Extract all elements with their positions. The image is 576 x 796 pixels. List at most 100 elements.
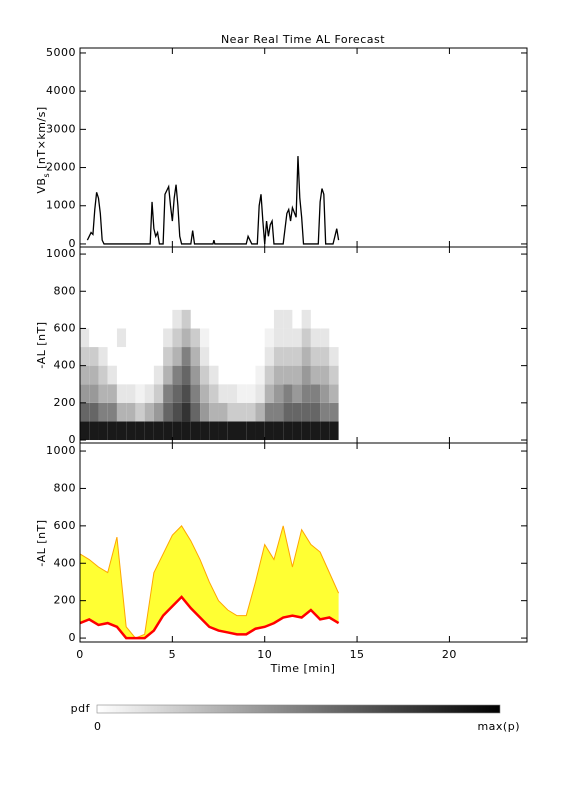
- pdf-cell: [310, 309, 321, 329]
- data-line: [86, 156, 340, 245]
- pdf-cell: [135, 421, 145, 441]
- pdf-cell: [98, 328, 108, 348]
- pdf-cell: [181, 309, 191, 329]
- pdf-cell: [153, 384, 164, 403]
- pdf-cell: [107, 384, 117, 403]
- pdf-cell: [200, 402, 210, 422]
- pdf-cell: [320, 384, 330, 403]
- pdf-cell: [116, 347, 127, 366]
- pdf-cell: [153, 347, 164, 366]
- pdf-cell: [126, 309, 136, 329]
- panel-frame: [79, 47, 528, 248]
- ensemble-max-line: [80, 525, 340, 639]
- pdf-cell: [301, 384, 311, 403]
- chart-title: Near Real Time AL Forecast: [221, 33, 385, 46]
- pdf-cell: [218, 309, 228, 329]
- pdf-cell: [264, 384, 274, 403]
- y-tick-label: 4000: [46, 84, 76, 97]
- pdf-cell: [126, 402, 136, 422]
- pdf-cell: [163, 402, 173, 422]
- pdf-cell: [190, 328, 201, 348]
- pdf-cell: [80, 328, 90, 348]
- pdf-cell: [301, 328, 311, 348]
- pdf-cell: [310, 421, 321, 441]
- pdf-cell: [209, 309, 219, 329]
- pdf-cell: [264, 365, 274, 385]
- pdf-cell: [163, 328, 173, 348]
- pdf-cell: [237, 402, 247, 422]
- pdf-cell: [89, 421, 99, 441]
- pdf-cell: [98, 309, 108, 329]
- pdf-cell: [144, 365, 154, 385]
- pdf-cell: [255, 384, 265, 403]
- pdf-cell: [153, 328, 164, 348]
- pdf-cell: [301, 365, 311, 385]
- pdf-cell: [144, 347, 154, 366]
- pdf-cell: [227, 328, 238, 348]
- ensemble-band: [80, 525, 339, 639]
- y-tick-label: 200: [54, 594, 77, 607]
- plot-area: [80, 525, 340, 640]
- pdf-cell: [80, 421, 90, 441]
- pdf-cell: [283, 365, 293, 385]
- plot-area: [86, 156, 340, 245]
- pdf-cell: [172, 384, 182, 403]
- pdf-cell: [310, 384, 321, 403]
- pdf-cell: [320, 328, 330, 348]
- y-axis-label: -AL [nT]: [35, 519, 48, 566]
- pdf-cell: [237, 347, 247, 366]
- pdf-cell: [163, 347, 173, 366]
- pdf-cell: [144, 328, 154, 348]
- panel-frame: [79, 442, 528, 643]
- pdf-cell: [126, 384, 136, 403]
- pdf-cell: [283, 309, 293, 329]
- pdf-cell: [246, 347, 256, 366]
- y-tick-label: 1000: [46, 444, 76, 457]
- pdf-cell: [227, 384, 238, 403]
- pdf-cell: [89, 384, 99, 403]
- pdf-cell: [329, 402, 339, 422]
- pdf-cell: [237, 384, 247, 403]
- pdf-cell: [135, 365, 145, 385]
- pdf-cell: [273, 402, 284, 422]
- pdf-cell: [153, 402, 164, 422]
- y-tick-label: 3000: [46, 122, 76, 135]
- pdf-cell: [329, 328, 339, 348]
- pdf-cell: [237, 421, 247, 441]
- pdf-cell: [116, 328, 127, 348]
- pdf-cell: [255, 421, 265, 441]
- median-line: [80, 595, 340, 640]
- y-tick-label: 200: [54, 396, 77, 409]
- pdf-cell: [80, 402, 90, 422]
- pdf-cell: [273, 365, 284, 385]
- pdf-cell: [172, 365, 182, 385]
- pdf-cell: [80, 347, 90, 366]
- pdf-cell: [163, 309, 173, 329]
- y-tick-label: 0: [69, 237, 77, 250]
- pdf-cell: [98, 365, 108, 385]
- pdf-cell: [163, 384, 173, 403]
- pdf-cell: [200, 347, 210, 366]
- panel: 0 200 400 600 800 1000: [46, 246, 528, 446]
- pdf-cell: [209, 384, 219, 403]
- pdf-cell: [329, 309, 339, 329]
- pdf-cell: [310, 365, 321, 385]
- y-label-main: VB: [35, 178, 48, 194]
- pdf-cell: [98, 402, 108, 422]
- pdf-cell: [144, 384, 154, 403]
- pdf-cell: [181, 365, 191, 385]
- pdf-cell: [264, 328, 274, 348]
- pdf-cell: [80, 365, 90, 385]
- pdf-cell: [190, 365, 201, 385]
- pdf-cell: [264, 421, 274, 441]
- pdf-cell: [144, 402, 154, 422]
- pdf-cell: [218, 402, 228, 422]
- pdf-cell: [209, 328, 219, 348]
- pdf-cell: [246, 402, 256, 422]
- pdf-cell: [116, 402, 127, 422]
- pdf-cell: [320, 309, 330, 329]
- pdf-cell: [153, 421, 164, 441]
- colorbar-label: pdf: [71, 702, 91, 715]
- pdf-cell: [135, 384, 145, 403]
